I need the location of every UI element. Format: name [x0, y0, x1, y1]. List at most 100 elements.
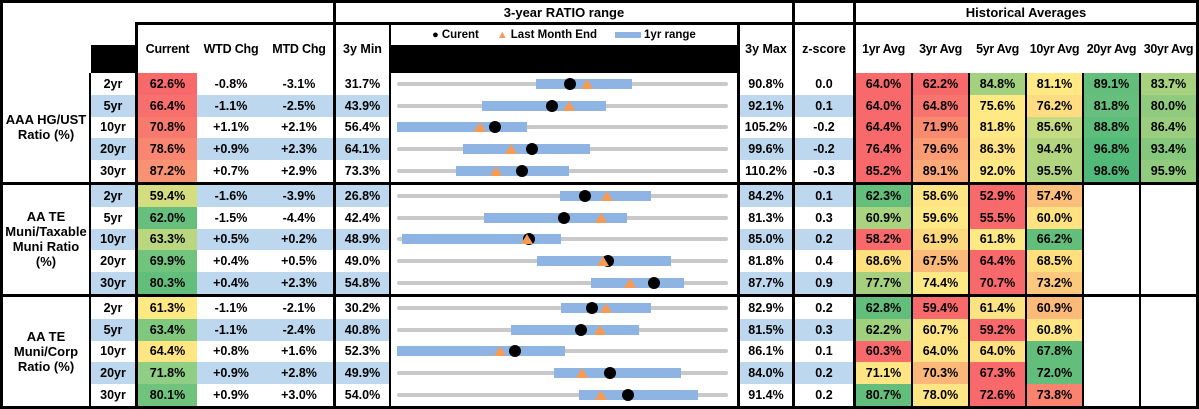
avg-value: 96.8% — [1084, 138, 1139, 161]
avg-value: 64.8% — [913, 94, 968, 117]
z-score-value: 0.2 — [795, 296, 853, 319]
avg-value: 60.3% — [856, 340, 911, 363]
tenor-label: 2yr — [91, 184, 135, 207]
current-value: 63.4% — [138, 318, 197, 341]
last-month-end-marker — [599, 302, 612, 313]
range-track-area — [397, 341, 728, 363]
zscore-top-blank — [795, 3, 853, 22]
z-score-value: -0.2 — [795, 138, 853, 161]
mtd-chg-value: +0.2% — [265, 228, 333, 251]
current-dot-marker — [603, 367, 616, 380]
avg-blank-cell — [1141, 272, 1196, 294]
averages-section-title: Historical Averages — [856, 3, 1196, 22]
range-chart — [391, 318, 737, 341]
range-chart-header-black-strip — [391, 45, 737, 73]
one-year-range-bar — [554, 368, 682, 379]
min-3y-value: 40.8% — [336, 318, 389, 341]
current-dot-marker — [515, 165, 528, 178]
avg-blank-cell — [1084, 272, 1139, 294]
group-block: AA TE Muni/Corp Ratio (%) 2yr 61.3% -1.1% -2… — [3, 296, 1196, 406]
current-dot-marker — [488, 121, 501, 134]
avg-value: 72.6% — [970, 384, 1025, 406]
avg-blank-cell — [1084, 250, 1139, 273]
avg-value: 70.3% — [913, 362, 968, 385]
current-dot-marker — [564, 77, 577, 90]
avg-blank-cell — [1141, 384, 1196, 406]
z-score-value: 0.4 — [795, 250, 853, 273]
range-chart — [391, 272, 737, 294]
avg-value: 93.4% — [1141, 138, 1196, 161]
mtd-chg-value: -3.9% — [265, 184, 333, 207]
tenor-label: 30yr — [91, 384, 135, 406]
current-value: 64.4% — [138, 340, 197, 363]
range-track — [397, 237, 728, 242]
averages-column-headers: 1yr Avg 3yr Avg 5yr Avg 10yr Avg 20yr Av… — [856, 25, 1196, 73]
avg-3yr-column-header: 3yr Avg — [919, 42, 962, 56]
min-3y-value: 31.7% — [336, 73, 389, 95]
avg-value: 95.9% — [1141, 160, 1196, 182]
avg-value: 58.6% — [913, 184, 968, 207]
avg-value: 64.4% — [970, 250, 1025, 273]
avg-value: 98.6% — [1084, 160, 1139, 182]
max-3y-value: 87.7% — [740, 272, 792, 294]
range-chart — [391, 362, 737, 385]
avg-blank-cell — [1084, 184, 1139, 207]
avg-blank-cell — [1084, 384, 1139, 406]
avg-value: 75.6% — [970, 94, 1025, 117]
max-3y-value: 86.1% — [740, 340, 792, 363]
tenor-label: 10yr — [91, 116, 135, 139]
range-track-area — [397, 384, 728, 406]
avg-value: 57.4% — [1027, 184, 1082, 207]
mtd-chg-value: +2.3% — [265, 138, 333, 161]
tenor-label: 5yr — [91, 94, 135, 117]
range-bar-icon — [615, 32, 642, 38]
wtd-chg-column-header: WTD Chg — [203, 42, 259, 56]
current-value: 70.8% — [138, 116, 197, 139]
z-score-value: 0.3 — [795, 206, 853, 229]
mtd-chg-value: +2.8% — [265, 362, 333, 385]
group-label: AA TE Muni/Taxable Muni Ratio (%) — [3, 184, 89, 294]
current-value: 61.3% — [138, 296, 197, 319]
avg-blank-cell — [1084, 228, 1139, 251]
last-month-end-marker — [493, 346, 506, 357]
avg-value: 81.8% — [1084, 94, 1139, 117]
avg-value: 92.0% — [970, 160, 1025, 182]
last-month-end-marker — [581, 78, 594, 89]
current-value: 63.3% — [138, 228, 197, 251]
avg-value: 73.2% — [1027, 272, 1082, 294]
mtd-chg-value: -2.5% — [265, 94, 333, 117]
one-year-range-bar — [401, 234, 562, 245]
range-chart — [391, 184, 737, 207]
avg-blank-cell — [1141, 318, 1196, 341]
avg-blank-cell — [1141, 250, 1196, 273]
wtd-chg-value: -1.1% — [197, 296, 265, 319]
last-month-end-marker — [595, 212, 608, 223]
avg-blank-cell — [1141, 228, 1196, 251]
table-body: AAA HG/UST Ratio (%) 2yr 62.6% -0.8% -3.1% 31… — [3, 73, 1196, 406]
z-score-value: 0.1 — [795, 184, 853, 207]
min-3y-column-header: 3y Min — [336, 25, 389, 73]
last-month-end-marker — [576, 368, 589, 379]
avg-value: 59.2% — [970, 318, 1025, 341]
avg-blank-cell — [1141, 340, 1196, 363]
group-label: AA TE Muni/Corp Ratio (%) — [3, 296, 89, 406]
range-track-area — [397, 95, 728, 117]
z-score-value: 0.2 — [795, 362, 853, 385]
avg-value: 80.0% — [1141, 94, 1196, 117]
wtd-chg-value: +1.1% — [197, 116, 265, 139]
range-track-area — [397, 117, 728, 139]
avg-value: 52.9% — [970, 184, 1025, 207]
last-month-end-marker — [596, 256, 609, 267]
avg-value: 64.0% — [856, 73, 911, 95]
tenor-label: 20yr — [91, 138, 135, 161]
avg-10yr-column-header: 10yr Avg — [1029, 42, 1080, 56]
avg-value: 60.0% — [1027, 206, 1082, 229]
avg-blank-cell — [1141, 362, 1196, 385]
max-3y-value: 81.5% — [740, 318, 792, 341]
avg-blank-cell — [1084, 362, 1139, 385]
avg-value: 61.9% — [913, 228, 968, 251]
range-track-area — [397, 319, 728, 341]
avg-value: 62.2% — [913, 73, 968, 95]
avg-value: 83.7% — [1141, 73, 1196, 95]
